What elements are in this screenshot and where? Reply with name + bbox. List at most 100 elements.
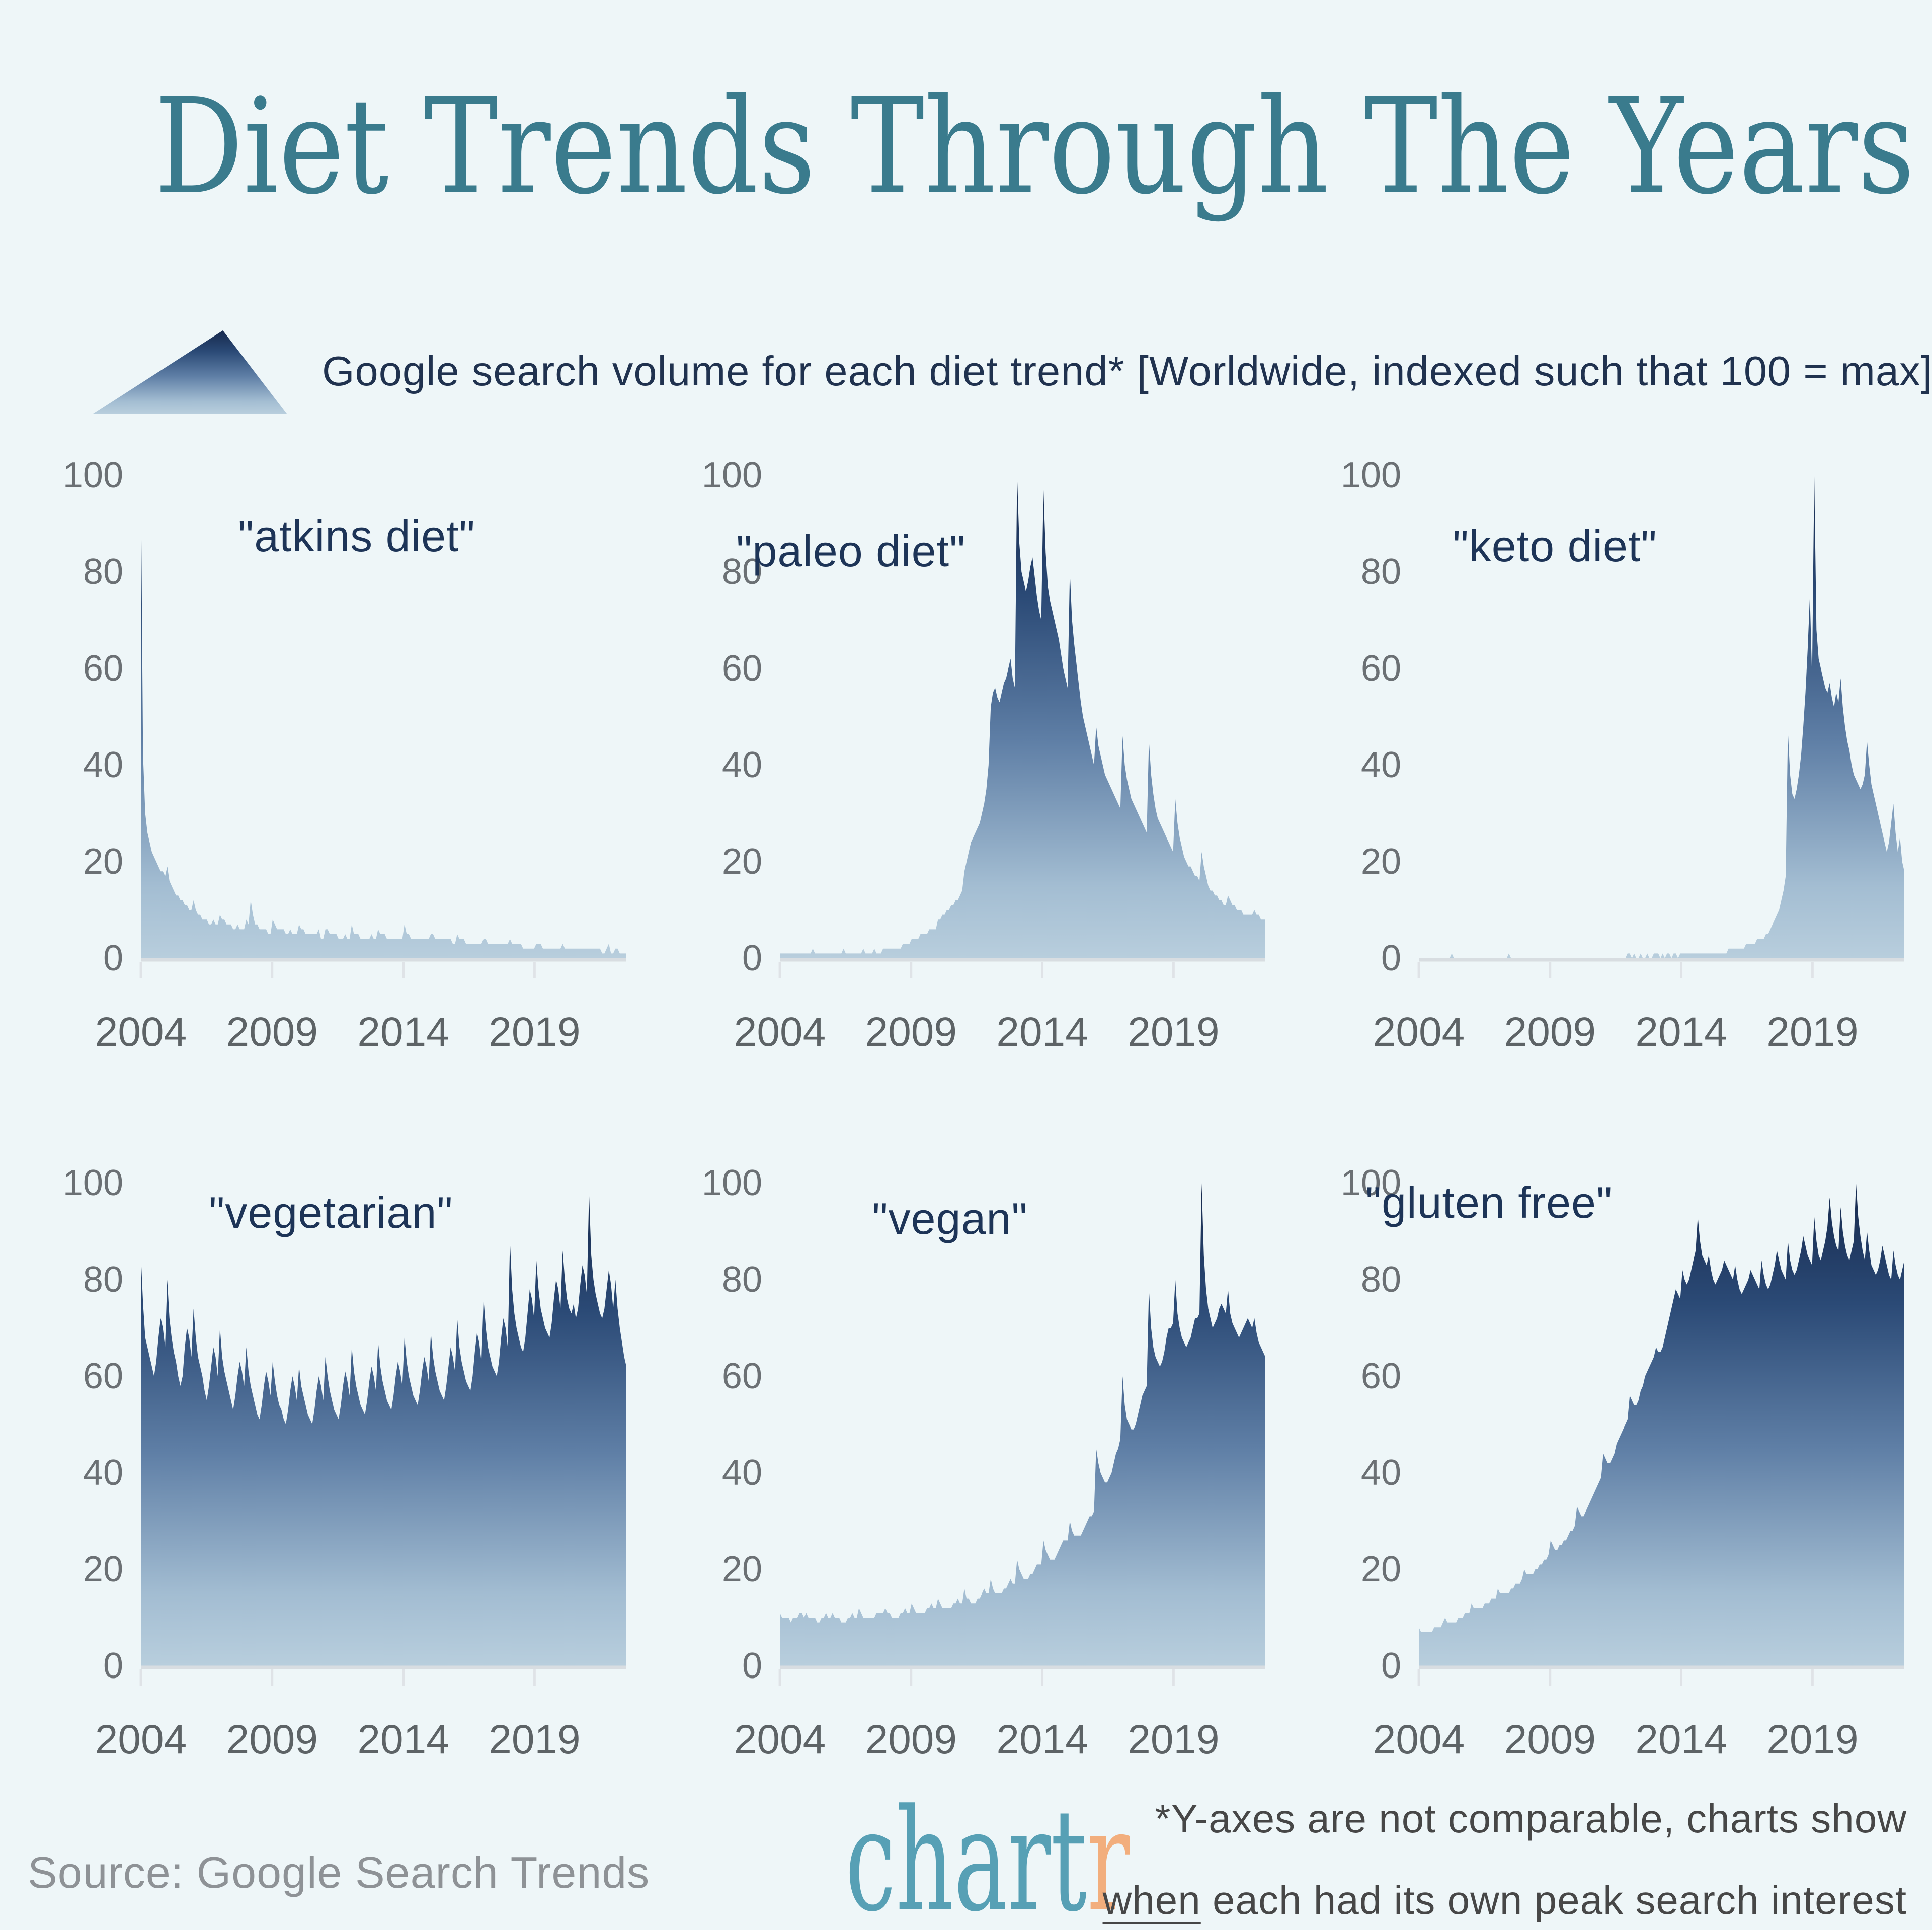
x-axis-labels: 2004 2009 2014 2019 xyxy=(95,958,626,1104)
y-tick-label: 100 xyxy=(1340,455,1401,495)
y-tick-label: 80 xyxy=(1360,1260,1401,1300)
x-tick-label: 2014 xyxy=(1635,1009,1727,1055)
y-axis-labels: 100 80 60 40 20 0 xyxy=(667,455,780,978)
x-tick-label: 2009 xyxy=(1504,1009,1596,1055)
x-tick-label: 2019 xyxy=(1128,1009,1220,1055)
x-axis-labels: 2004 2009 2014 2019 xyxy=(734,1666,1265,1812)
chart-title: "gluten free" xyxy=(1365,1178,1613,1227)
plot-area: "vegan" xyxy=(778,1183,1265,1686)
y-tick-label: 40 xyxy=(1360,745,1401,785)
y-tick-label: 60 xyxy=(1360,1356,1401,1396)
y-tick-label: 20 xyxy=(1360,1549,1401,1589)
y-tick-label: 20 xyxy=(1360,842,1401,882)
plot-area: "vegetarian" xyxy=(139,1183,626,1686)
y-tick-label: 0 xyxy=(1381,1646,1401,1686)
x-tick-label: 2019 xyxy=(1766,1717,1859,1763)
footnote: *Y-axes are not comparable, charts show … xyxy=(1103,1778,1907,1930)
y-axis-labels: 100 80 60 40 20 0 xyxy=(28,1163,141,1686)
y-tick-label: 60 xyxy=(721,648,762,689)
x-axis-labels: 2004 2009 2014 2019 xyxy=(1373,958,1904,1104)
y-tick-label: 40 xyxy=(721,1453,762,1493)
y-tick-label: 100 xyxy=(701,1163,762,1203)
x-tick-label: 2009 xyxy=(865,1009,957,1055)
x-tick-label: 2019 xyxy=(489,1009,581,1055)
chart-gluten-free: 100 80 60 40 20 0 "gluten free" 2004 2009 2014 2… xyxy=(1306,1163,1904,1812)
y-tick-label: 100 xyxy=(62,455,123,495)
footnote-line2-rest: each had its own peak search interest xyxy=(1200,1878,1907,1922)
y-tick-label: 0 xyxy=(103,938,123,978)
area-chart xyxy=(139,475,626,978)
chart-vegetarian: 100 80 60 40 20 0 "vegetarian" 2004 2009 2014 20… xyxy=(28,1163,626,1812)
x-tick-label: 2004 xyxy=(1373,1009,1465,1055)
x-tick-label: 2014 xyxy=(996,1717,1088,1763)
y-tick-label: 0 xyxy=(103,1646,123,1686)
y-tick-label: 40 xyxy=(83,745,123,785)
y-tick-label: 20 xyxy=(721,842,762,882)
y-tick-label: 80 xyxy=(721,552,762,592)
y-axis-labels: 100 80 60 40 20 0 xyxy=(28,455,141,978)
y-axis-labels: 100 80 60 40 20 0 xyxy=(1306,1163,1419,1686)
chart-keto-diet: 100 80 60 40 20 0 "keto diet" 2004 2009 2014 201… xyxy=(1306,455,1904,1104)
x-tick-label: 2009 xyxy=(865,1717,957,1763)
x-axis-labels: 2004 2009 2014 2019 xyxy=(95,1666,626,1812)
y-tick-label: 0 xyxy=(1381,938,1401,978)
y-tick-label: 40 xyxy=(1360,1453,1401,1493)
x-tick-label: 2009 xyxy=(226,1717,318,1763)
plot-area: "gluten free" xyxy=(1365,1178,1904,1686)
footnote-underlined-word: when xyxy=(1102,1878,1201,1922)
y-tick-label: 40 xyxy=(83,1453,123,1493)
x-tick-label: 2004 xyxy=(1373,1717,1465,1763)
area-series xyxy=(780,475,1265,958)
legend-text: Google search volume for each diet trend… xyxy=(322,347,1932,394)
y-tick-label: 20 xyxy=(721,1549,762,1589)
chart-atkins-diet: 100 80 60 40 20 0 "atkins diet" 2004 2009 2014 2… xyxy=(28,455,626,1104)
chart-title: "atkins diet" xyxy=(238,511,475,561)
x-tick-label: 2014 xyxy=(1635,1717,1727,1763)
y-axis-labels: 100 80 60 40 20 0 xyxy=(1306,455,1419,978)
x-tick-label: 2014 xyxy=(357,1717,449,1763)
x-tick-label: 2019 xyxy=(489,1717,581,1763)
chartr-logo-chart: chart xyxy=(845,1779,1087,1930)
page-title: Diet Trends Through The Years xyxy=(154,70,1915,223)
y-tick-label: 80 xyxy=(1360,552,1401,592)
x-tick-label: 2019 xyxy=(1766,1009,1859,1055)
x-tick-label: 2004 xyxy=(95,1717,187,1763)
y-tick-label: 100 xyxy=(701,455,762,495)
area-chart xyxy=(778,1183,1265,1686)
y-tick-label: 0 xyxy=(742,938,762,978)
charts-grid: 100 80 60 40 20 0 "atkins diet" 2004 2009 2014 2… xyxy=(28,455,1904,1812)
legend: Google search volume for each diet trend… xyxy=(93,322,1932,420)
y-tick-label: 100 xyxy=(1340,1163,1401,1203)
x-tick-label: 2014 xyxy=(996,1009,1088,1055)
y-tick-label: 60 xyxy=(721,1356,762,1396)
footnote-line1: *Y-axes are not comparable, charts show xyxy=(1155,1796,1907,1841)
x-tick-label: 2014 xyxy=(357,1009,449,1055)
y-tick-label: 20 xyxy=(83,842,123,882)
chartr-logo: chartr xyxy=(845,1791,1130,1930)
x-axis-labels: 2004 2009 2014 2019 xyxy=(1373,1666,1904,1812)
chart-paleo-diet: 100 80 60 40 20 0 "paleo diet" 2004 2009 2014 20… xyxy=(667,455,1265,1104)
area-chart-legend-icon xyxy=(93,330,287,414)
y-tick-label: 80 xyxy=(83,1260,123,1300)
area-series xyxy=(141,1193,626,1666)
chart-title: "vegetarian" xyxy=(209,1188,453,1237)
y-tick-label: 80 xyxy=(721,1260,762,1300)
y-tick-label: 60 xyxy=(1360,648,1401,689)
area-chart xyxy=(1417,1183,1904,1686)
x-tick-label: 2004 xyxy=(734,1717,826,1763)
area-series xyxy=(141,475,626,958)
chart-title: "keto diet" xyxy=(1453,521,1657,571)
area-series xyxy=(780,1183,1265,1666)
x-tick-label: 2004 xyxy=(734,1009,826,1055)
chart-title: "vegan" xyxy=(872,1194,1028,1243)
source-credit: Source: Google Search Trends xyxy=(28,1848,650,1897)
y-tick-label: 100 xyxy=(62,1163,123,1203)
y-axis-labels: 100 80 60 40 20 0 xyxy=(667,1163,780,1686)
area-chart xyxy=(778,475,1265,978)
x-tick-label: 2009 xyxy=(226,1009,318,1055)
plot-area: "atkins diet" xyxy=(139,475,626,978)
x-axis-labels: 2004 2009 2014 2019 xyxy=(734,958,1265,1104)
x-tick-label: 2009 xyxy=(1504,1717,1596,1763)
area-chart xyxy=(139,1193,626,1686)
